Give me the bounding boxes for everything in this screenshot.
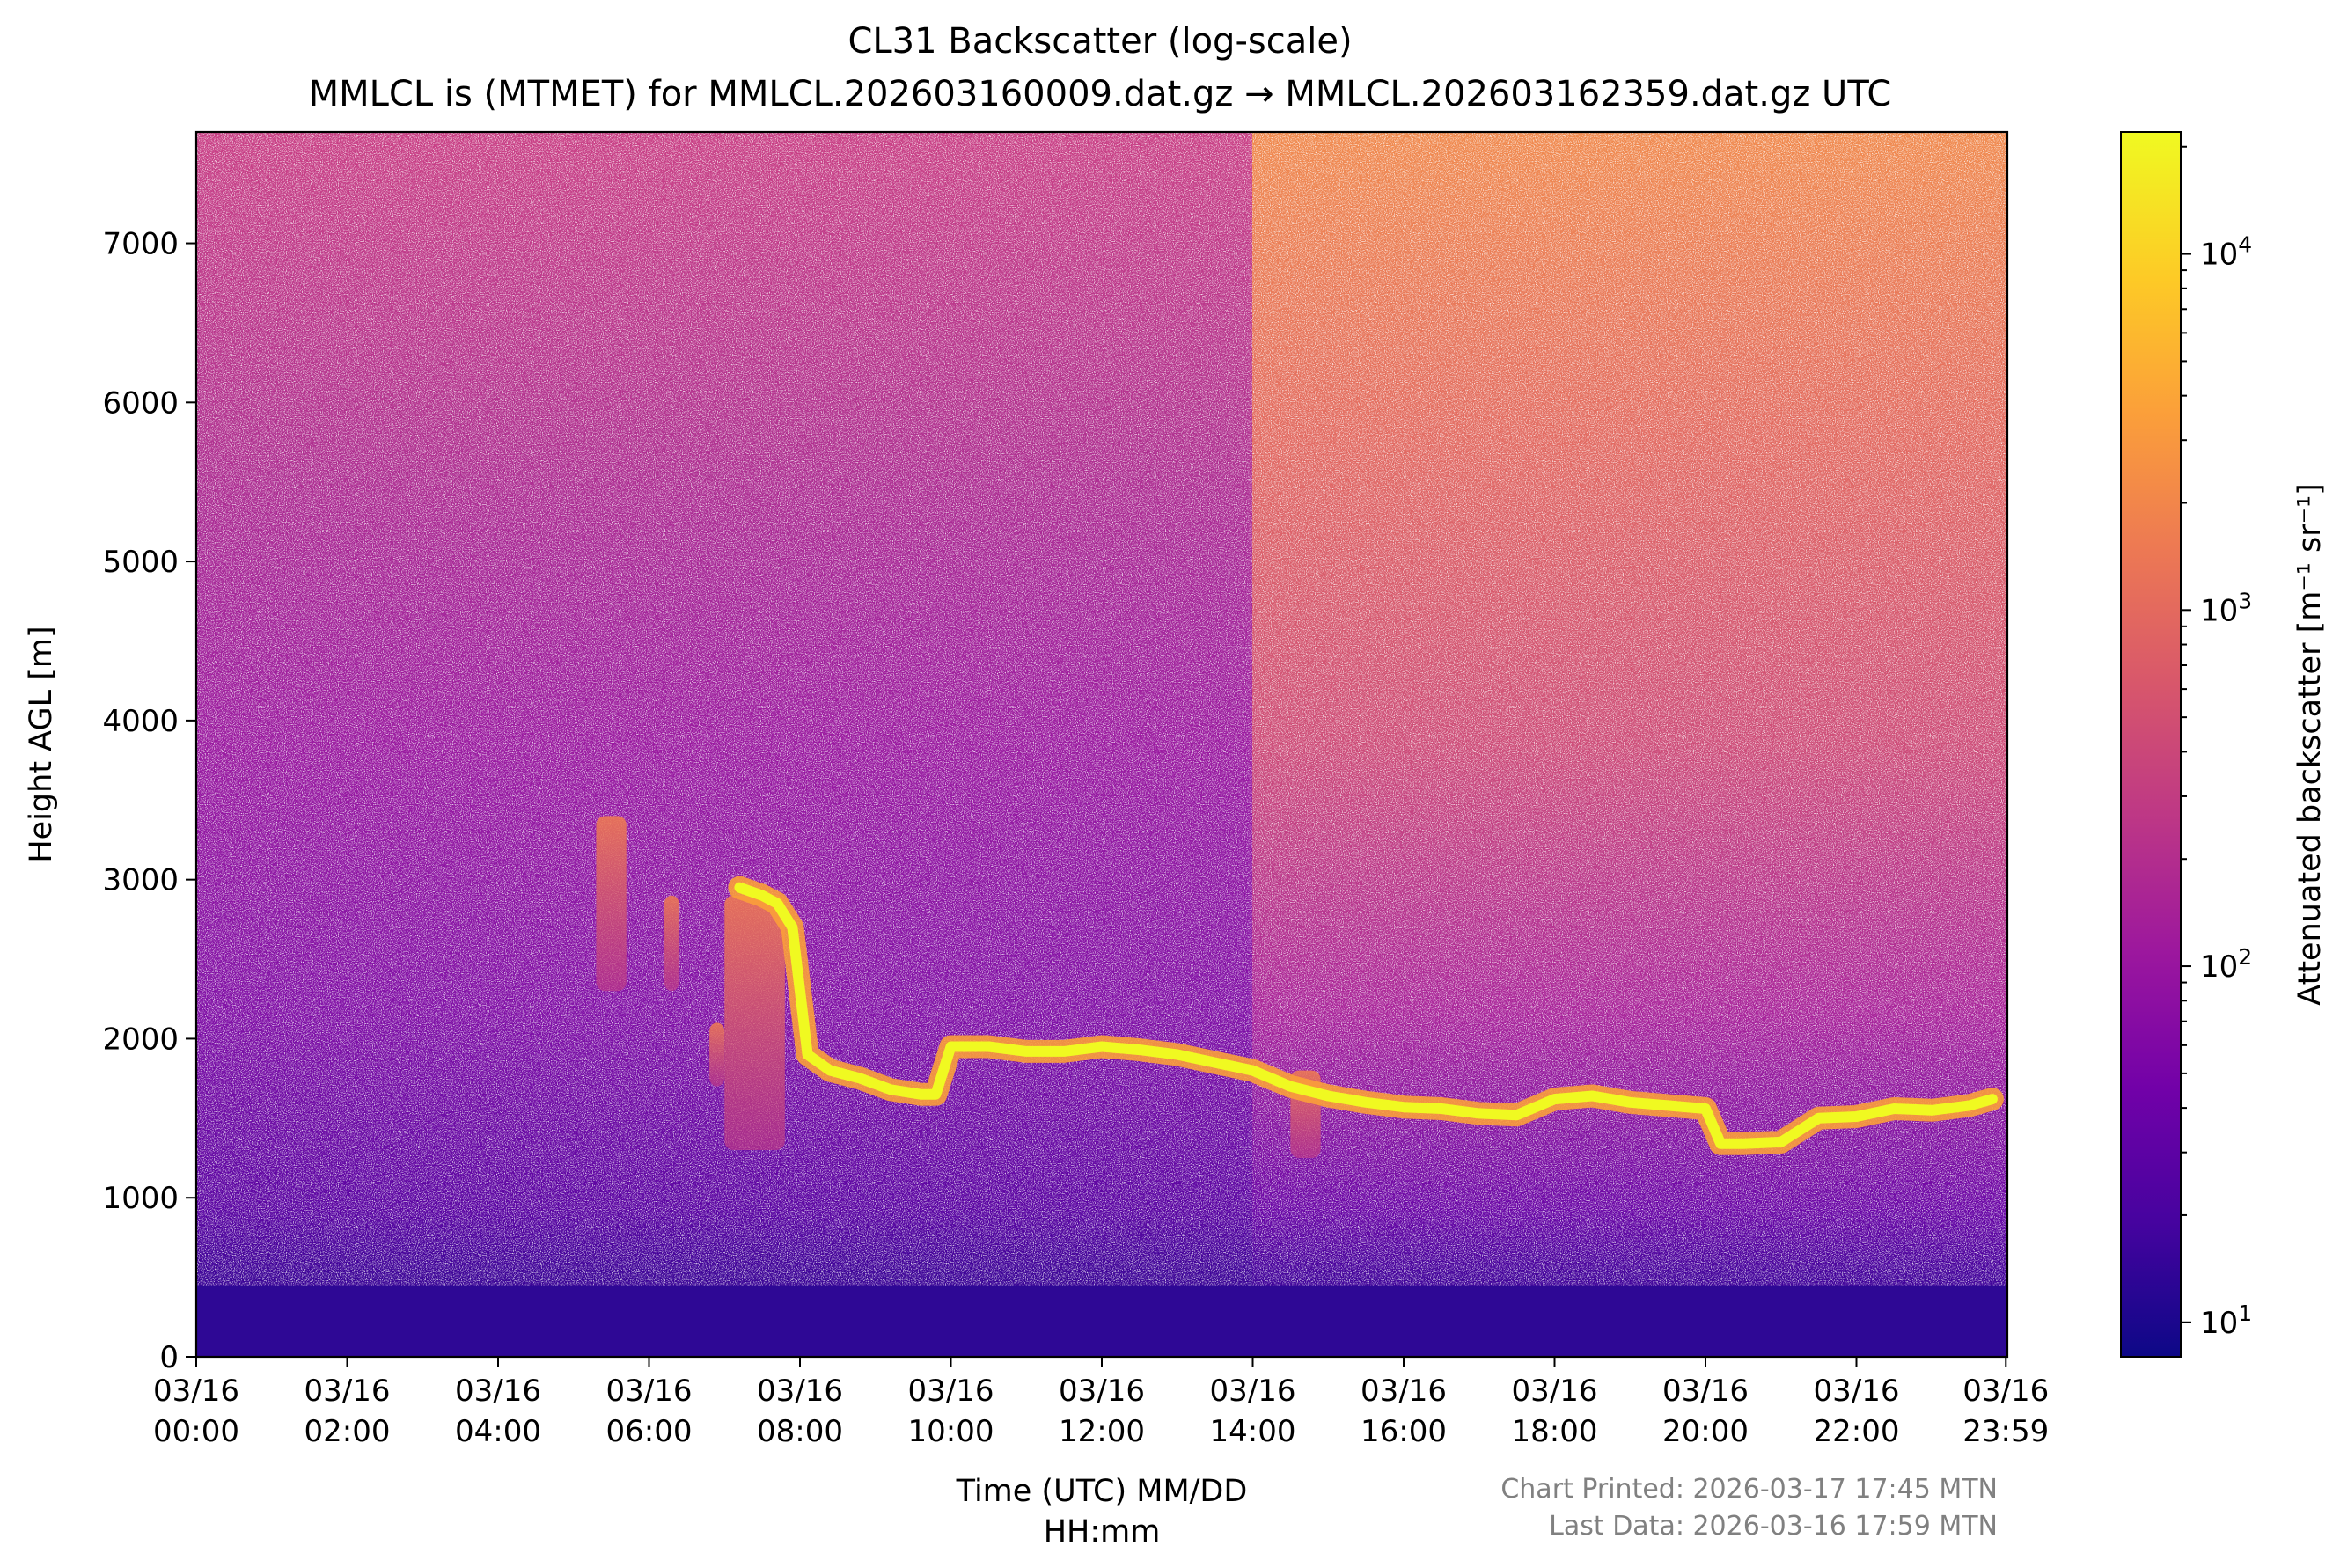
y-axis-label: Height AGL [m] [24,626,59,862]
x-tick-label-time: 20:00 [1662,1414,1749,1449]
heatmap-noise-speckle [196,132,2007,1357]
x-tick-label-date: 03/16 [757,1374,843,1409]
boundary-layer-band [196,1285,2007,1357]
last-data-note: Last Data: 2026-03-16 17:59 MTN [1549,1511,1998,1542]
x-axis-label-line2: HH:mm [1044,1514,1161,1550]
heatmap-plot-area [196,132,2007,1357]
x-tick-label-time: 14:00 [1210,1414,1296,1449]
x-tick-label-date: 03/16 [1361,1374,1447,1409]
colorbar-ticks: 101 102 103 104 [2181,145,2252,1341]
y-tick-label: 7000 [102,227,179,262]
precip-streak [709,1022,725,1087]
x-tick-label-time: 16:00 [1361,1414,1447,1449]
colorbar-tick-label: 102 [2200,944,2252,985]
y-tick-label: 4000 [102,704,179,739]
x-tick-label-date: 03/16 [1962,1374,2049,1409]
x-axis-ticks: 03/16 00:00 03/16 02:00 03/16 04:00 03/16 06:00… [153,1357,2049,1449]
y-axis-ticks: 0 1000 2000 3000 4000 5000 6000 7000 [102,227,196,1375]
x-tick-label-time: 08:00 [757,1414,843,1449]
x-tick-label-date: 03/16 [304,1374,391,1409]
cloud-base-layer [728,876,2004,1155]
colorbar-label: Attenuated backscatter [m⁻¹ sr⁻¹] [2292,483,2328,1005]
x-tick-label-date: 03/16 [1662,1374,1749,1409]
colorbar-tick-label: 104 [2200,232,2252,273]
x-tick-label-date: 03/16 [1814,1374,1900,1409]
x-tick-label-time: 04:00 [455,1414,541,1449]
x-axis-label-line1: Time (UTC) MM/DD [956,1474,1248,1509]
precip-streak [664,895,679,992]
y-tick-label: 3000 [102,863,179,898]
y-tick-label: 6000 [102,385,179,421]
x-tick-label-date: 03/16 [908,1374,994,1409]
precip-streak [724,895,785,1150]
y-tick-label: 5000 [102,545,179,580]
x-tick-label-time: 06:00 [606,1414,693,1449]
x-tick-label-date: 03/16 [1512,1374,1598,1409]
x-tick-label-time: 02:00 [304,1414,391,1449]
x-tick-label-time: 10:00 [908,1414,994,1449]
colorbar-tick-label: 101 [2200,1301,2252,1341]
colorbar-tick-label: 103 [2200,588,2252,628]
x-tick-label-time: 00:00 [153,1414,239,1449]
colorbar-gradient [2120,131,2182,1358]
x-tick-label-date: 03/16 [1210,1374,1296,1409]
y-tick-label: 0 [159,1340,179,1375]
chart-printed-note: Chart Printed: 2026-03-17 17:45 MTN [1500,1474,1998,1505]
x-tick-label-time: 12:00 [1059,1414,1145,1449]
chart-title: CL31 Backscatter (log-scale) [847,21,1352,62]
cloud-base-band-core [734,882,1998,1149]
y-tick-label: 1000 [102,1181,179,1216]
colorbar: 101 102 103 104 Attenuated backscatter [m⁻¹… [2120,131,2328,1358]
x-tick-label-time: 18:00 [1512,1414,1598,1449]
x-tick-label-time: 22:00 [1814,1414,1900,1449]
chart-subtitle: MMLCL is (MTMET) for MMLCL.202603160009.… [309,74,1892,114]
x-tick-label-date: 03/16 [1059,1374,1145,1409]
x-tick-label-date: 03/16 [606,1374,693,1409]
x-tick-label-date: 03/16 [153,1374,239,1409]
y-tick-label: 2000 [102,1022,179,1057]
x-tick-label-time: 23:59 [1962,1414,2049,1449]
x-tick-label-date: 03/16 [455,1374,541,1409]
precip-streak [596,816,627,992]
